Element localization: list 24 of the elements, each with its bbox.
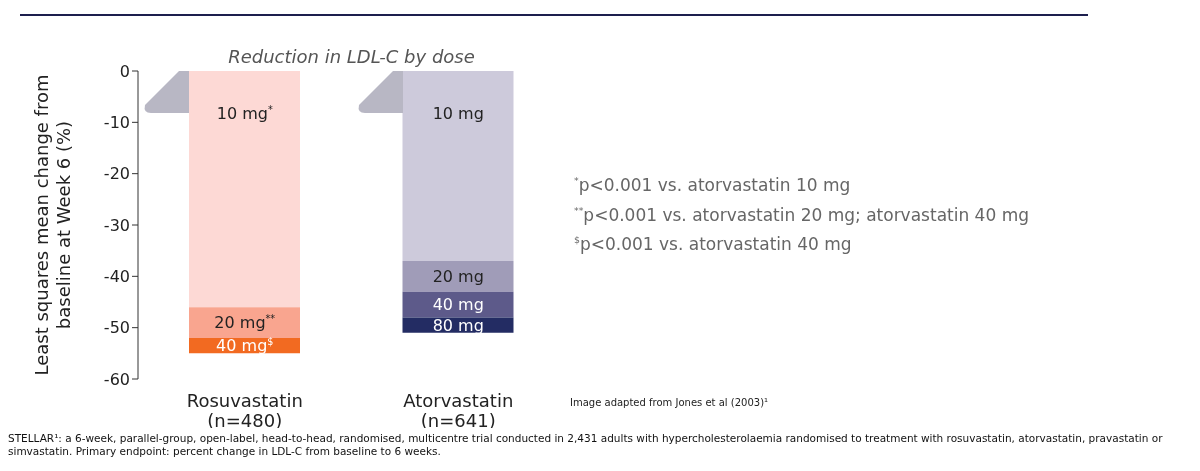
annotation: 10 mg — [432, 103, 484, 123]
annotation: 10 mg$^{*}$ — [216, 103, 273, 123]
y-tick-label: 0 — [119, 61, 130, 81]
y-tick-label: -10 — [103, 113, 130, 133]
bar — [189, 71, 300, 308]
text: $^{$}$p<0.001 vs. atorvastatin 40 mg — [574, 233, 852, 254]
text: Image adapted from Jones et al (2003)¹ — [570, 397, 769, 408]
y-tick-label: -60 — [103, 369, 130, 389]
bar — [189, 307, 300, 338]
y-tick-label: -40 — [103, 267, 130, 287]
text: $^{**}$p<0.001 vs. atorvastatin 20 mg; atorvastatin 40 mg — [574, 204, 1029, 225]
y-axis-title: Least squares mean change from baseline at Week 6 (%) — [31, 74, 74, 376]
annotation: 20 mg — [432, 266, 484, 286]
text: $^{*}$p<0.001 vs. atorvastatin 10 mg — [574, 174, 851, 195]
bar — [402, 260, 514, 292]
text: STELLAR¹: a 6-week, parallel-group, open-label, head-to-head, randomised, multicentre trial conducted in 2,431 adults with hypercholesterolaemia randomised to treatment with rosuvastatin, atorvastatin, pravastatin or simvastatin. Primary endpoint: percent change in LDL-C from baseline to 6 weeks. — [8, 432, 1163, 457]
y-tick-label: -30 — [103, 215, 130, 235]
annotation: 40 mg$^{$}$ — [216, 336, 274, 356]
annotation: 20 mg$^{**}$ — [214, 313, 276, 333]
bar — [402, 71, 514, 261]
y-tick-label: -20 — [103, 164, 130, 184]
annotation: 40 mg — [432, 295, 484, 315]
chart-title: Reduction in LDL-C by dose — [227, 46, 476, 67]
y-tick-label: -50 — [103, 318, 130, 338]
